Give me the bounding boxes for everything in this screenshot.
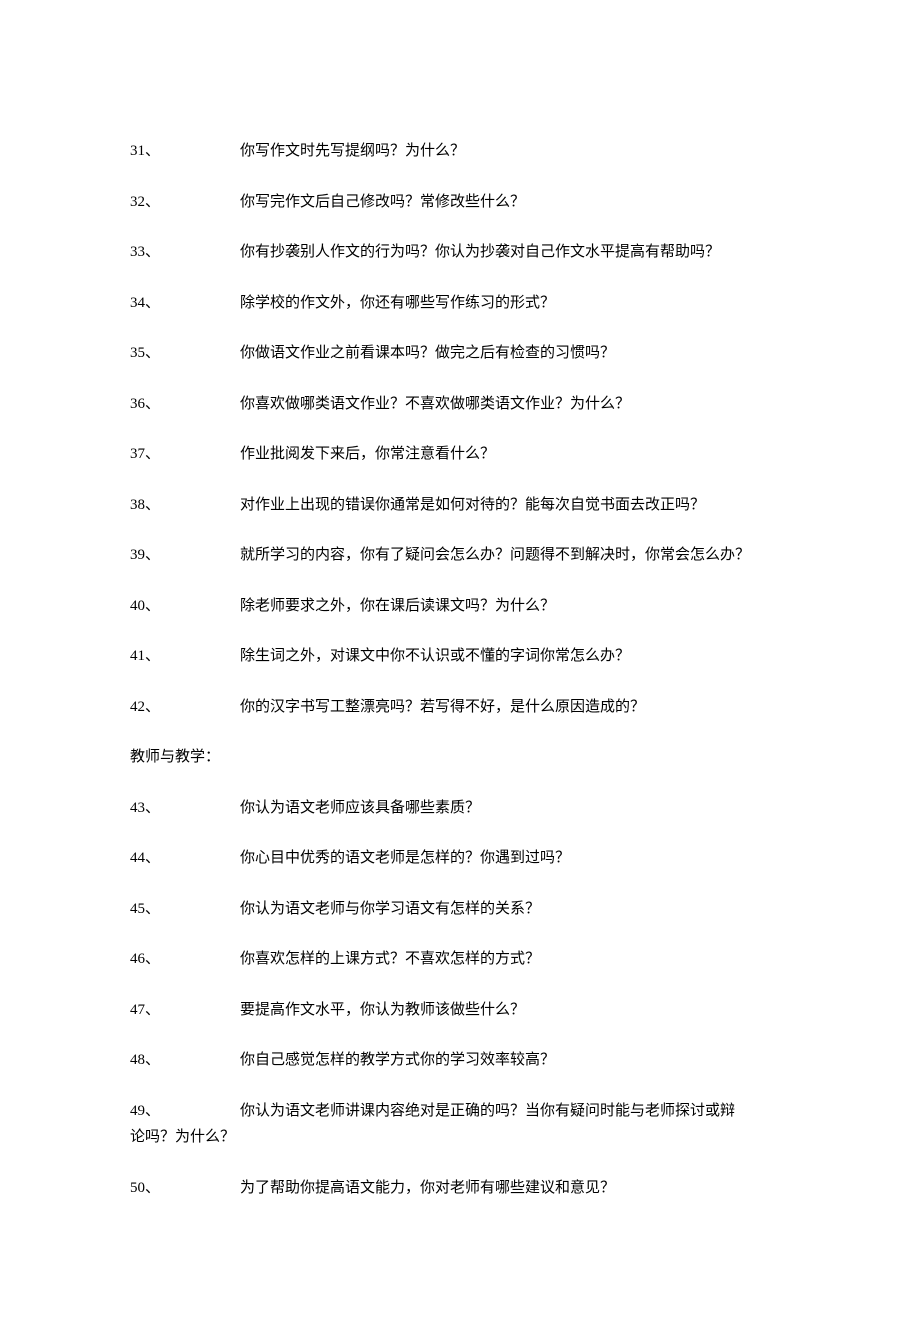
question-number: 40、	[130, 595, 240, 618]
question-item-wrapped: 49、 你认为语文老师讲课内容绝对是正确的吗？当你有疑问时能与老师探讨或辩 论吗…	[130, 1100, 790, 1149]
question-item: 41、除生词之外，对课文中你不认识或不懂的字词你常怎么办？	[130, 645, 790, 668]
question-number: 48、	[130, 1049, 240, 1072]
section-header: 教师与教学：	[130, 746, 790, 769]
question-number: 34、	[130, 292, 240, 315]
question-number: 43、	[130, 797, 240, 820]
question-number: 32、	[130, 191, 240, 214]
question-item: 39、就所学习的内容，你有了疑问会怎么办？问题得不到解决时，你常会怎么办？	[130, 544, 790, 567]
question-item: 48、你自己感觉怎样的教学方式你的学习效率较高？	[130, 1049, 790, 1072]
question-item: 38、对作业上出现的错误你通常是如何对待的？能每次自觉书面去改正吗？	[130, 494, 790, 517]
question-number: 41、	[130, 645, 240, 668]
question-number: 49、	[130, 1100, 240, 1123]
document-page: 31、你写作文时先写提纲吗？为什么？ 32、你写完作文后自己修改吗？常修改些什么？…	[0, 0, 920, 1327]
question-text: 要提高作文水平，你认为教师该做些什么？	[240, 999, 790, 1022]
question-text: 你认为语文老师应该具备哪些素质？	[240, 797, 790, 820]
question-number: 37、	[130, 443, 240, 466]
question-number: 42、	[130, 696, 240, 719]
question-item: 46、你喜欢怎样的上课方式？不喜欢怎样的方式？	[130, 948, 790, 971]
question-text-line1: 你认为语文老师讲课内容绝对是正确的吗？当你有疑问时能与老师探讨或辩	[240, 1100, 790, 1123]
question-item: 40、除老师要求之外，你在课后读课文吗？为什么？	[130, 595, 790, 618]
question-text: 你有抄袭别人作文的行为吗？你认为抄袭对自己作文水平提高有帮助吗？	[240, 241, 790, 264]
question-number: 45、	[130, 898, 240, 921]
question-item: 47、要提高作文水平，你认为教师该做些什么？	[130, 999, 790, 1022]
question-text: 对作业上出现的错误你通常是如何对待的？能每次自觉书面去改正吗？	[240, 494, 790, 517]
question-text: 你心目中优秀的语文老师是怎样的？你遇到过吗？	[240, 847, 790, 870]
question-text: 除老师要求之外，你在课后读课文吗？为什么？	[240, 595, 790, 618]
question-number: 47、	[130, 999, 240, 1022]
question-text: 就所学习的内容，你有了疑问会怎么办？问题得不到解决时，你常会怎么办？	[240, 544, 790, 567]
question-text: 作业批阅发下来后，你常注意看什么？	[240, 443, 790, 466]
question-item: 45、你认为语文老师与你学习语文有怎样的关系？	[130, 898, 790, 921]
questions-block-1: 31、你写作文时先写提纲吗？为什么？ 32、你写完作文后自己修改吗？常修改些什么？…	[130, 140, 790, 718]
questions-block-2: 43、你认为语文老师应该具备哪些素质？ 44、你心目中优秀的语文老师是怎样的？你遇…	[130, 797, 790, 1072]
question-number: 36、	[130, 393, 240, 416]
question-item: 42、你的汉字书写工整漂亮吗？若写得不好，是什么原因造成的？	[130, 696, 790, 719]
question-text: 为了帮助你提高语文能力，你对老师有哪些建议和意见？	[240, 1177, 790, 1200]
question-item: 50、为了帮助你提高语文能力，你对老师有哪些建议和意见？	[130, 1177, 790, 1200]
question-number: 46、	[130, 948, 240, 971]
question-item: 35、你做语文作业之前看课本吗？做完之后有检查的习惯吗？	[130, 342, 790, 365]
question-item: 31、你写作文时先写提纲吗？为什么？	[130, 140, 790, 163]
question-item: 44、你心目中优秀的语文老师是怎样的？你遇到过吗？	[130, 847, 790, 870]
question-text: 除学校的作文外，你还有哪些写作练习的形式？	[240, 292, 790, 315]
question-number: 33、	[130, 241, 240, 264]
question-number: 44、	[130, 847, 240, 870]
question-text: 除生词之外，对课文中你不认识或不懂的字词你常怎么办？	[240, 645, 790, 668]
question-item: 32、你写完作文后自己修改吗？常修改些什么？	[130, 191, 790, 214]
question-number: 38、	[130, 494, 240, 517]
question-text: 你写作文时先写提纲吗？为什么？	[240, 140, 790, 163]
question-item: 34、除学校的作文外，你还有哪些写作练习的形式？	[130, 292, 790, 315]
questions-block-3: 50、为了帮助你提高语文能力，你对老师有哪些建议和意见？	[130, 1177, 790, 1200]
question-number: 39、	[130, 544, 240, 567]
question-item: 43、你认为语文老师应该具备哪些素质？	[130, 797, 790, 820]
question-number: 31、	[130, 140, 240, 163]
question-text: 你喜欢怎样的上课方式？不喜欢怎样的方式？	[240, 948, 790, 971]
question-item: 37、作业批阅发下来后，你常注意看什么？	[130, 443, 790, 466]
question-text: 你认为语文老师与你学习语文有怎样的关系？	[240, 898, 790, 921]
question-text: 你写完作文后自己修改吗？常修改些什么？	[240, 191, 790, 214]
question-number: 35、	[130, 342, 240, 365]
question-text: 你喜欢做哪类语文作业？不喜欢做哪类语文作业？为什么？	[240, 393, 790, 416]
question-text: 你做语文作业之前看课本吗？做完之后有检查的习惯吗？	[240, 342, 790, 365]
question-text: 你自己感觉怎样的教学方式你的学习效率较高？	[240, 1049, 790, 1072]
question-item: 33、你有抄袭别人作文的行为吗？你认为抄袭对自己作文水平提高有帮助吗？	[130, 241, 790, 264]
question-number: 50、	[130, 1177, 240, 1200]
question-text: 你的汉字书写工整漂亮吗？若写得不好，是什么原因造成的？	[240, 696, 790, 719]
question-item: 36、你喜欢做哪类语文作业？不喜欢做哪类语文作业？为什么？	[130, 393, 790, 416]
question-text-line2: 论吗？为什么？	[130, 1126, 790, 1149]
